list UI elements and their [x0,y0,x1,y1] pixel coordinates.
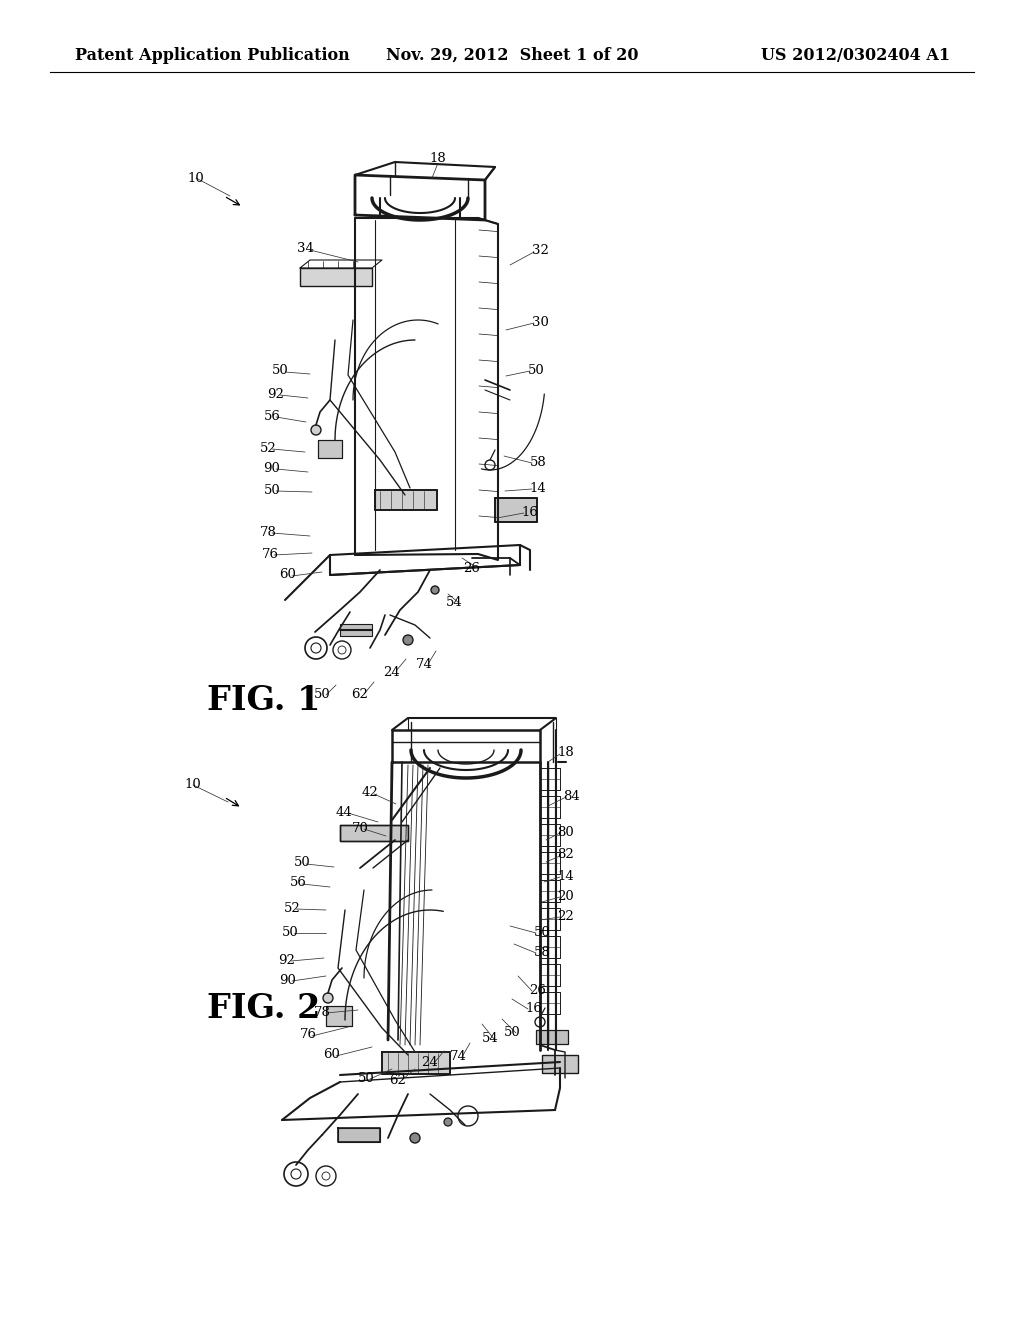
Text: 50: 50 [282,925,298,939]
Text: 18: 18 [558,747,574,759]
Text: Patent Application Publication: Patent Application Publication [75,46,350,63]
Text: 26: 26 [529,983,547,997]
Text: 74: 74 [416,659,432,672]
Text: 10: 10 [187,172,205,185]
Circle shape [431,586,439,594]
Circle shape [323,993,333,1003]
Text: 90: 90 [280,974,296,986]
Text: 76: 76 [261,548,279,561]
Text: 10: 10 [184,777,202,791]
Bar [375,490,437,510]
Text: 30: 30 [531,315,549,329]
Text: 50: 50 [271,363,289,376]
Text: 32: 32 [531,243,549,256]
Text: 50: 50 [313,689,331,701]
Text: 74: 74 [450,1051,467,1064]
Text: 34: 34 [297,242,313,255]
Text: 78: 78 [313,1006,331,1019]
Text: 50: 50 [294,857,310,870]
Text: 60: 60 [280,569,296,582]
Circle shape [311,425,321,436]
Text: 18: 18 [430,152,446,165]
Text: 54: 54 [445,597,463,610]
Text: 52: 52 [284,902,300,915]
Text: 58: 58 [529,455,547,469]
Text: US 2012/0302404 A1: US 2012/0302404 A1 [761,46,950,63]
Bar [495,498,537,521]
Bar [340,825,408,841]
Text: FIG. 2: FIG. 2 [207,991,321,1024]
Text: 16: 16 [521,506,539,519]
Circle shape [444,1118,452,1126]
Text: 42: 42 [361,787,379,800]
Text: FIG. 1: FIG. 1 [207,684,321,717]
Text: 16: 16 [525,1002,543,1015]
Text: 82: 82 [558,849,574,862]
Bar [326,1006,352,1026]
Text: 76: 76 [299,1028,316,1041]
Bar [542,1055,578,1073]
Text: 24: 24 [422,1056,438,1069]
Text: 54: 54 [481,1031,499,1044]
Text: 50: 50 [263,483,281,496]
Text: 56: 56 [290,876,306,890]
Text: 90: 90 [263,462,281,474]
Bar [318,440,342,458]
Bar [340,624,372,636]
Text: 62: 62 [389,1073,407,1086]
Bar [382,1052,450,1074]
Text: 56: 56 [263,409,281,422]
Text: 26: 26 [464,561,480,574]
Text: 92: 92 [279,953,296,966]
Text: 50: 50 [357,1072,375,1085]
Bar [300,268,372,286]
Text: 84: 84 [563,789,581,803]
Circle shape [403,635,413,645]
Text: 14: 14 [529,482,547,495]
Text: 60: 60 [324,1048,340,1061]
Text: 22: 22 [558,909,574,923]
Text: 58: 58 [534,945,550,958]
Text: 52: 52 [260,441,276,454]
Text: 80: 80 [558,825,574,838]
Text: 78: 78 [259,525,276,539]
Text: 50: 50 [527,363,545,376]
Text: Nov. 29, 2012  Sheet 1 of 20: Nov. 29, 2012 Sheet 1 of 20 [386,46,638,63]
Text: 50: 50 [534,925,550,939]
Text: 70: 70 [351,821,369,834]
Text: 44: 44 [336,805,352,818]
Circle shape [410,1133,420,1143]
Text: 62: 62 [351,689,369,701]
Text: 20: 20 [558,890,574,903]
Text: 14: 14 [558,870,574,883]
Text: 92: 92 [267,388,285,400]
Bar [338,1129,380,1142]
Text: 24: 24 [384,665,400,678]
Bar [536,1030,568,1044]
Text: 50: 50 [504,1027,520,1040]
